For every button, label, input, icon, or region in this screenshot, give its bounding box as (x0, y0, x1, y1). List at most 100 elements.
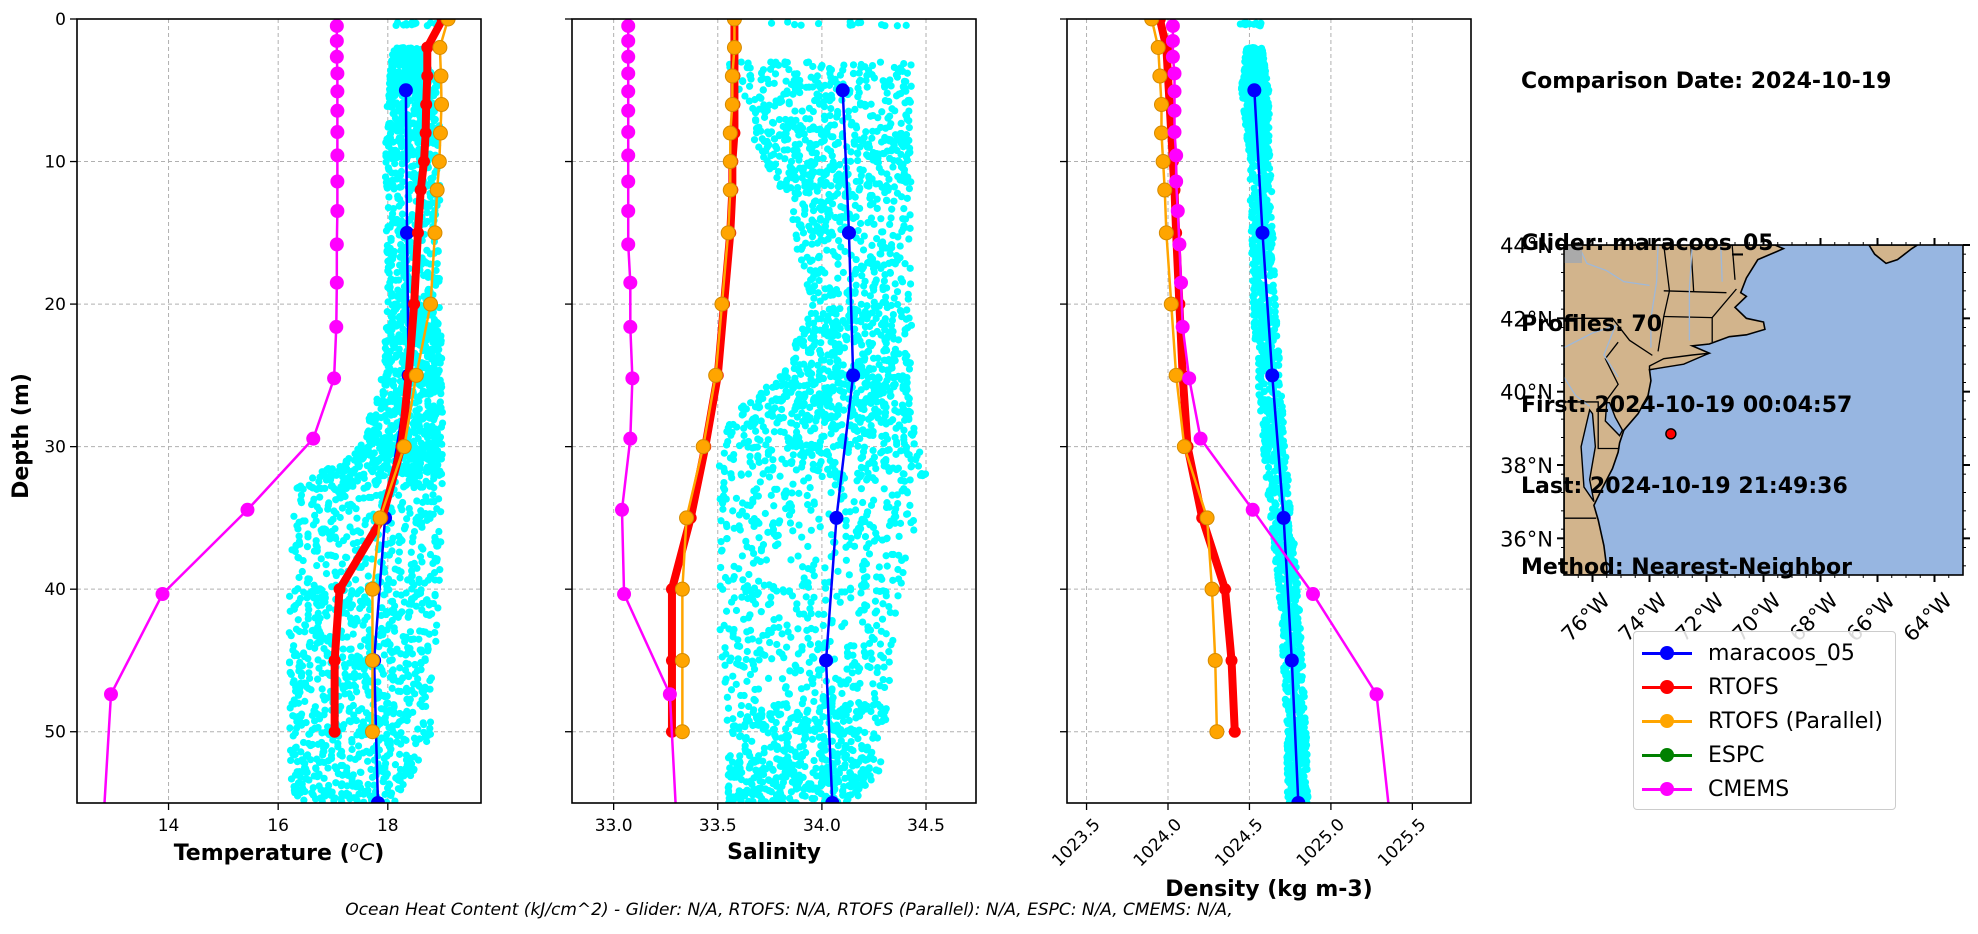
glider-scatter-point (372, 491, 380, 500)
glider-scatter-point (897, 119, 905, 127)
glider-scatter-point (761, 651, 769, 659)
glider-scatter-point (798, 643, 806, 651)
glider-scatter-point (883, 89, 891, 97)
glider-scatter-point (903, 194, 911, 202)
glider-scatter-point (813, 72, 822, 80)
glider-scatter-point (421, 628, 429, 636)
glider-scatter-point (331, 794, 339, 802)
data-point-cmems (103, 687, 118, 702)
glider-scatter-point (338, 560, 346, 568)
glider-scatter-point (787, 184, 795, 192)
glider-scatter-point (409, 479, 417, 487)
glider-scatter-point (880, 663, 888, 671)
glider-scatter-point (890, 197, 898, 205)
glider-scatter-point (430, 407, 439, 415)
glider-scatter-point (295, 573, 303, 582)
glider-scatter-point (815, 390, 823, 398)
glider-scatter-point (315, 770, 323, 778)
glider-scatter-point (397, 153, 405, 161)
glider-scatter-point (808, 735, 817, 743)
glider-scatter-point (751, 96, 759, 104)
glider-scatter-point (808, 653, 817, 661)
glider-scatter-point (428, 386, 436, 394)
glider-scatter-point (323, 648, 331, 657)
glider-scatter-point (905, 365, 914, 373)
glider-scatter-point (870, 220, 878, 228)
glider-scatter-point (739, 403, 747, 411)
glider-scatter-point (807, 349, 815, 357)
glider-scatter-point (831, 467, 839, 475)
glider-scatter-point (434, 604, 442, 612)
glider-scatter-point (760, 101, 768, 109)
glider-scatter-point (435, 275, 443, 283)
glider-scatter-point (310, 581, 318, 589)
glider-scatter-point (860, 356, 868, 364)
glider-scatter-point (391, 300, 399, 308)
glider-scatter-point (772, 733, 780, 741)
glider-scatter-point (386, 87, 394, 95)
glider-scatter-point (877, 651, 885, 659)
glider-scatter-point (778, 650, 786, 658)
glider-scatter-point (371, 433, 379, 441)
glider-scatter-point (827, 372, 835, 381)
glider-scatter-point (781, 136, 789, 144)
glider-scatter-point (862, 128, 870, 136)
glider-scatter-point (402, 481, 410, 489)
glider-scatter-point (804, 474, 813, 482)
glider-scatter-point (406, 754, 415, 763)
glider-scatter-point (765, 473, 774, 481)
glider-scatter-point (745, 586, 754, 594)
glider-scatter-point (380, 705, 388, 713)
glider-scatter-point (870, 689, 879, 698)
glider-scatter-point (373, 413, 381, 421)
glider-scatter-point (804, 634, 812, 642)
y-tick-label: 40 (44, 580, 66, 600)
glider-scatter-point (868, 309, 876, 317)
glider-scatter-point (865, 550, 874, 558)
glider-scatter-point (314, 675, 322, 683)
glider-scatter-point (798, 107, 806, 115)
glider-scatter-point (788, 507, 796, 515)
glider-scatter-point (899, 404, 907, 412)
glider-scatter-point (866, 292, 874, 300)
glider-scatter-point (354, 742, 363, 750)
glider-scatter-point (355, 672, 363, 680)
glider-scatter-point (844, 113, 852, 121)
glider-scatter-point (831, 481, 839, 489)
glider-scatter-point (865, 173, 873, 182)
glider-scatter-point (872, 314, 880, 322)
glider-scatter-point (384, 164, 392, 172)
glider-scatter-point (379, 391, 387, 399)
glider-scatter-point (348, 745, 356, 754)
glider-scatter-point (864, 347, 873, 355)
glider-scatter-point (347, 718, 355, 726)
glider-scatter-point (411, 134, 419, 142)
glider-scatter-point (887, 322, 896, 330)
glider-scatter-point (364, 780, 372, 789)
glider-scatter-point (378, 666, 386, 674)
glider-scatter-point (869, 127, 877, 135)
glider-scatter-point (829, 158, 837, 166)
glider-scatter-point (914, 462, 923, 470)
glider-scatter-point (391, 91, 399, 99)
glider-scatter-point (757, 547, 765, 555)
x-axis-label-close: ) (374, 841, 384, 866)
glider-scatter-point (388, 608, 396, 617)
glider-scatter-point (907, 455, 915, 463)
glider-scatter-point (380, 472, 388, 480)
glider-scatter-point (293, 717, 301, 726)
glider-scatter-point (733, 642, 742, 650)
glider-scatter-point (383, 770, 391, 778)
glider-scatter-point (812, 556, 820, 564)
glider-scatter-point (329, 515, 337, 523)
glider-scatter-point (433, 374, 441, 382)
glider-scatter-point (326, 476, 335, 484)
glider-scatter-point (860, 100, 869, 108)
glider-scatter-point (809, 465, 817, 473)
glider-scatter-point (846, 19, 854, 26)
glider-scatter-point (770, 135, 778, 143)
glider-scatter-point (294, 691, 303, 699)
glider-scatter-point (418, 519, 426, 527)
glider-scatter-point (882, 552, 890, 560)
